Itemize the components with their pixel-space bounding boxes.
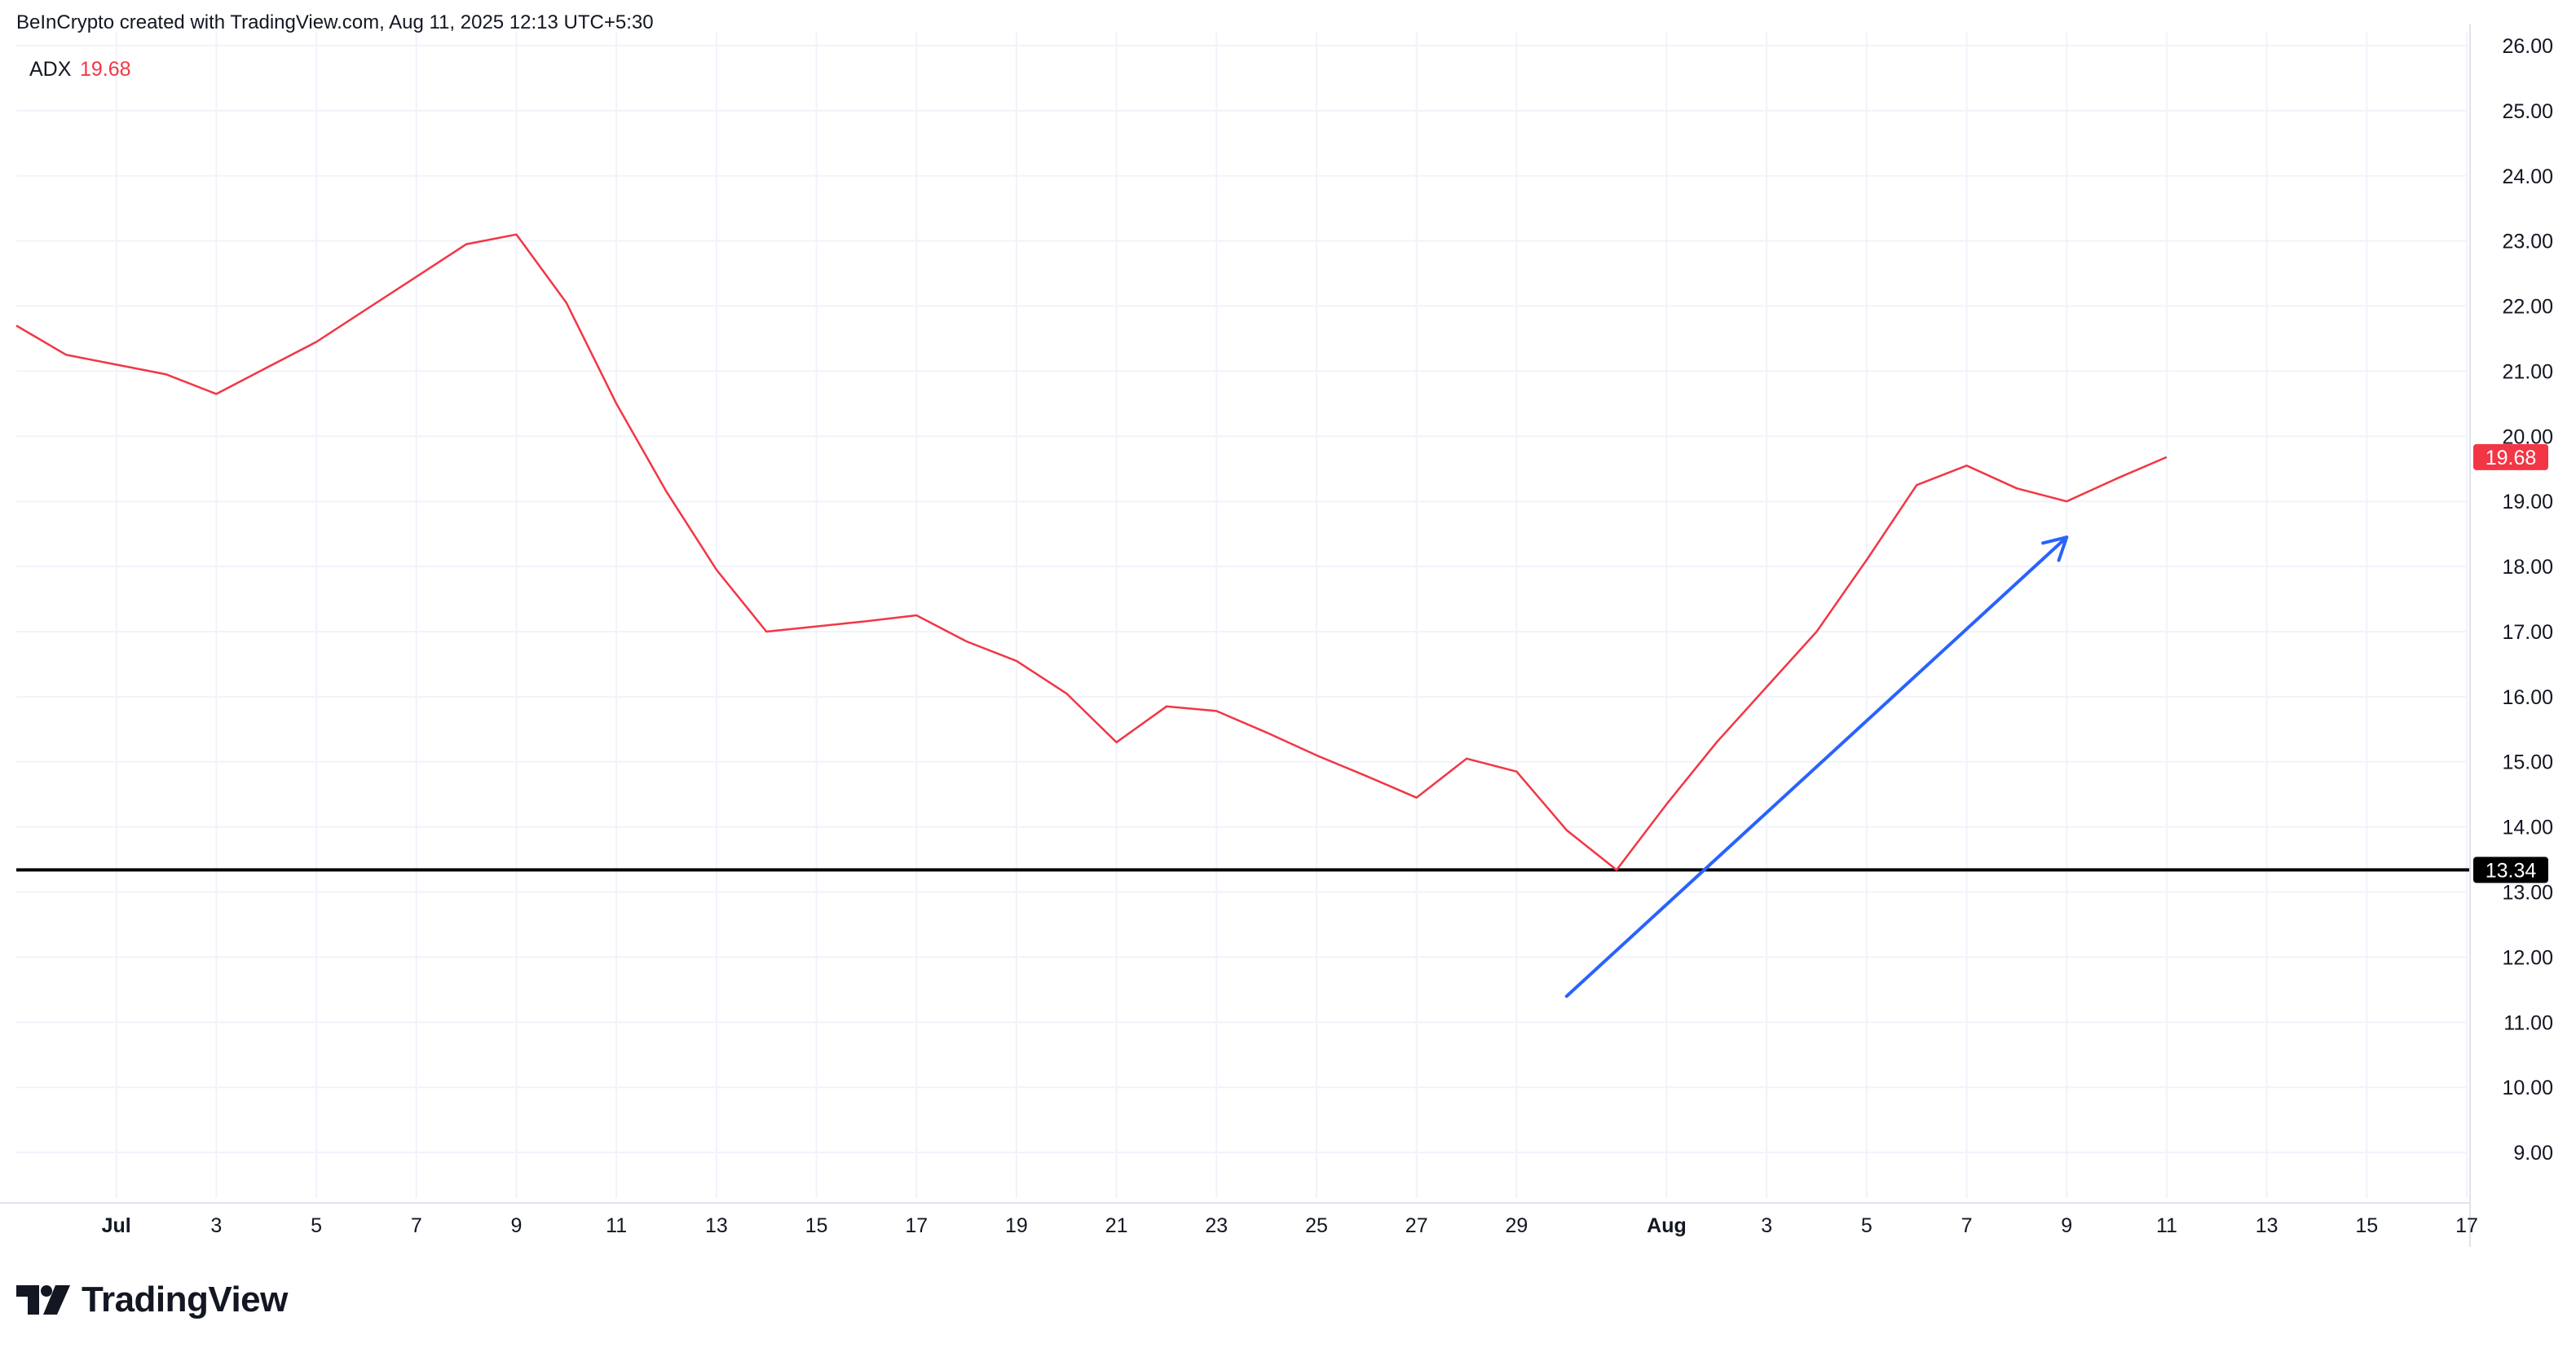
x-tick-label: 5 — [311, 1214, 322, 1237]
adx-series-line — [15, 233, 2168, 871]
legend-indicator-value: 19.68 — [80, 58, 131, 81]
x-tick-label: 7 — [1961, 1214, 1973, 1237]
trend-arrow-head — [2041, 535, 2069, 562]
x-tick-label: 3 — [210, 1214, 222, 1237]
tradingview-logo[interactable]: TradingView — [16, 1280, 288, 1320]
y-tick-label: 24.00 — [2502, 165, 2553, 188]
x-tick-label: 9 — [511, 1214, 523, 1237]
y-tick-label: 19.00 — [2502, 491, 2553, 513]
x-tick-label: 15 — [805, 1214, 828, 1237]
y-tick-label: 21.00 — [2502, 360, 2553, 383]
x-tick-label: 3 — [1761, 1214, 1772, 1237]
x-tick-label: 11 — [606, 1214, 627, 1237]
y-tick-label: 12.00 — [2502, 946, 2553, 969]
x-tick-label: 15 — [2355, 1214, 2378, 1237]
x-tick-label: 5 — [1861, 1214, 1872, 1237]
y-tick-label: 11.00 — [2503, 1011, 2553, 1034]
x-tick-label: 9 — [2061, 1214, 2072, 1237]
x-tick-label: 25 — [1305, 1214, 1328, 1237]
grid-lines — [16, 33, 2468, 1198]
x-tick-label: 21 — [1105, 1214, 1128, 1237]
legend-indicator-name: ADX — [29, 58, 72, 81]
y-tick-label: 26.00 — [2502, 35, 2553, 58]
y-tick-label: 15.00 — [2502, 751, 2553, 774]
y-tick-label: 22.00 — [2502, 296, 2553, 319]
x-tick-label: Jul — [102, 1214, 131, 1237]
x-tick-label: 17 — [905, 1214, 928, 1237]
x-tick-label: 13 — [2256, 1214, 2278, 1237]
price-axis: 9.00 10.00 11.00 12.00 13.00 14.00 15.00 16.00 1… — [2469, 24, 2553, 1247]
x-tick-label: 7 — [411, 1214, 422, 1237]
tradingview-logo-icon — [16, 1285, 70, 1315]
y-tick-label: 9.00 — [2513, 1142, 2553, 1165]
x-tick-label: 23 — [1205, 1214, 1228, 1237]
y-tick-label: 23.00 — [2502, 231, 2553, 253]
y-tick-label: 13.00 — [2502, 882, 2553, 905]
y-tick-label: 18.00 — [2502, 556, 2553, 579]
x-tick-label: Aug — [1647, 1214, 1687, 1237]
x-tick-label: 19 — [1005, 1214, 1028, 1237]
support-value-badge — [2473, 857, 2548, 883]
support-line-layer: 13.34 — [16, 857, 2548, 883]
adx-current-value-badge — [2473, 443, 2548, 470]
time-axis: Jul 3 5 7 9 11 13 15 17 19 21 23 25 27 29 Aug 3 5 7 9 11 13 15… — [0, 1202, 2478, 1237]
y-tick-label: 17.00 — [2502, 621, 2553, 644]
chart-attribution: BeInCrypto created with TradingView.com,… — [16, 11, 654, 33]
x-tick-label: 11 — [2156, 1214, 2177, 1237]
trend-arrow-layer — [1564, 535, 2069, 998]
y-tick-label: 25.00 — [2502, 100, 2553, 123]
y-tick-label: 14.00 — [2502, 817, 2553, 839]
y-tick-label: 16.00 — [2502, 686, 2553, 709]
series-layer: 19.68 — [15, 233, 2548, 871]
x-tick-label: 27 — [1405, 1214, 1428, 1237]
tradingview-brand-text: TradingView — [82, 1280, 288, 1319]
y-tick-label: 10.00 — [2502, 1077, 2553, 1099]
x-tick-label: 13 — [705, 1214, 728, 1237]
adx-current-value-label: 19.68 — [2486, 447, 2537, 469]
x-tick-label: 17 — [2455, 1214, 2478, 1237]
trend-arrow-shaft — [1564, 535, 2069, 998]
y-tick-label: 20.00 — [2502, 425, 2553, 448]
indicator-legend: ADX 19.68 — [29, 58, 131, 81]
support-value-label: 13.34 — [2486, 859, 2537, 882]
x-tick-label: 29 — [1506, 1214, 1528, 1237]
